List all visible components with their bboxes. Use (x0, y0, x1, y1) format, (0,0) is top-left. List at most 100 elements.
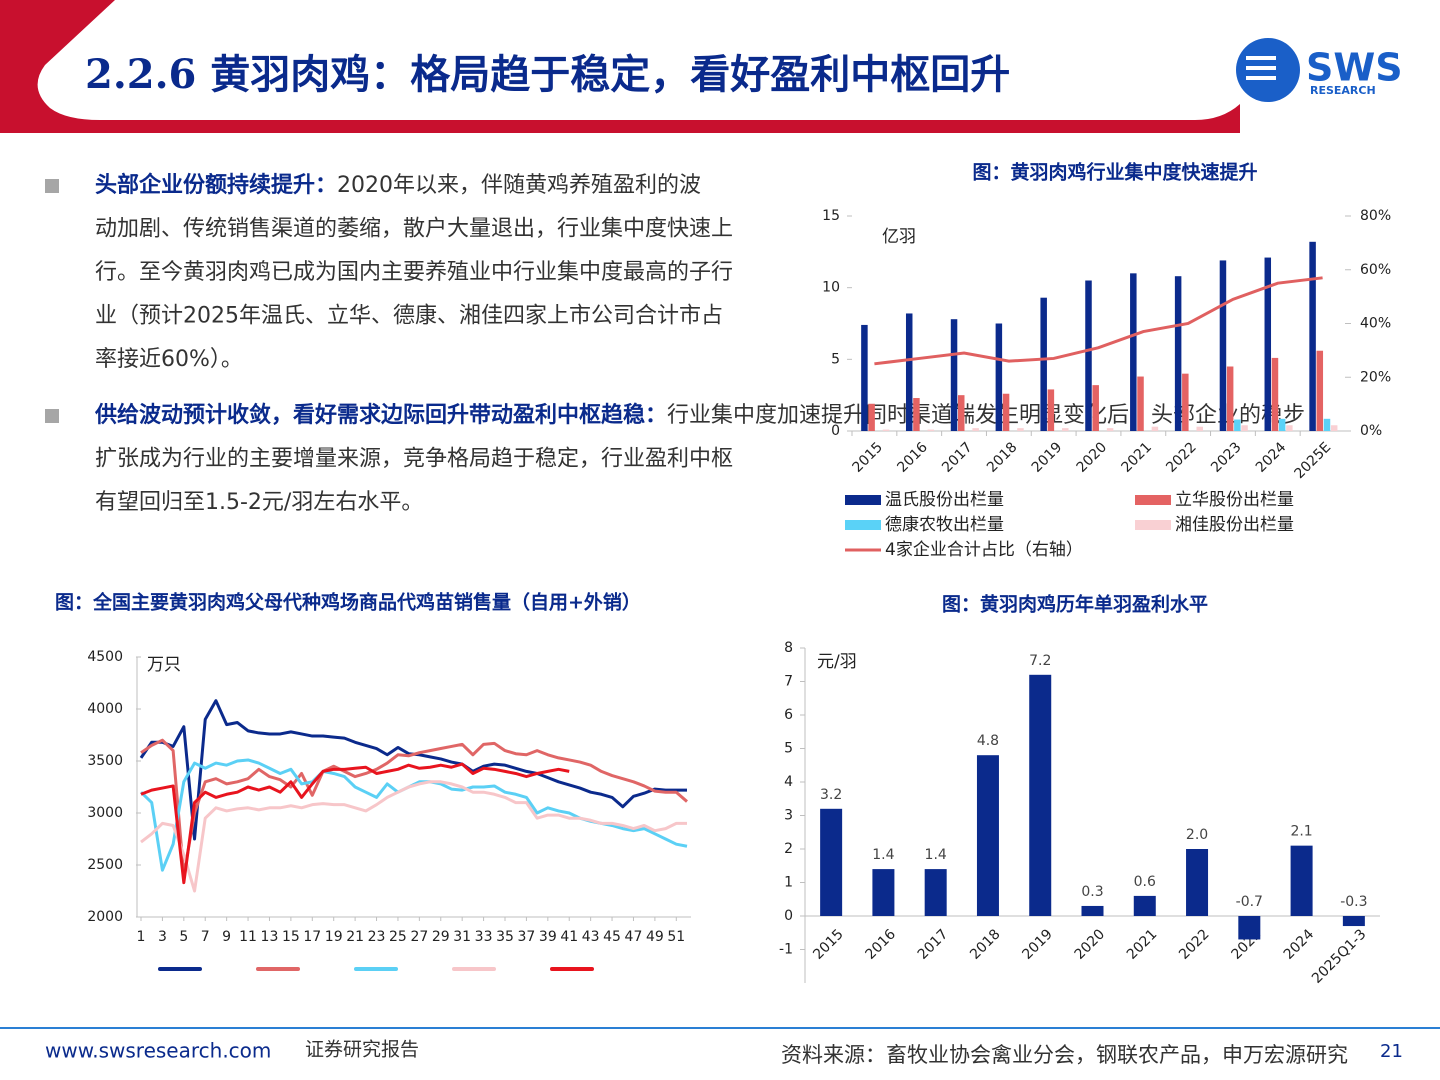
bar (950, 319, 958, 431)
x-tick-label: 11 (239, 929, 257, 945)
bullet-line: 率接近60%）。 (95, 347, 243, 372)
x-tick-label: 2019 (1029, 439, 1066, 476)
logo-stripe (1246, 66, 1276, 70)
chart-title: 图：全国主要黄羽肉鸡父母代种鸡场商品代鸡苗销售量（自用+外销） (55, 591, 641, 614)
bullet-line: 扩张成为行业的主要增量来源，竞争格局趋于稳定，行业盈利中枢 (95, 447, 733, 472)
y-tick-label: 4000 (87, 701, 123, 717)
bullet-head: 供给波动预计收敛，看好需求边际回升带动盈利中枢趋稳： (94, 402, 667, 428)
bar (1234, 419, 1241, 431)
y-tick-label: 0 (784, 908, 793, 924)
y2-tick-label: 40% (1360, 316, 1391, 332)
x-tick-label: 2018 (984, 439, 1021, 476)
y2-tick-label: 80% (1360, 208, 1391, 224)
value-label: 2.1 (1290, 824, 1312, 840)
y-tick-label: 1 (784, 875, 793, 891)
bar (1219, 260, 1227, 431)
x-tick-label: 2022 (1176, 926, 1213, 963)
x-tick-label: 2017 (915, 926, 952, 963)
logo-text: SWS (1306, 46, 1403, 90)
bar (861, 324, 868, 431)
x-tick-label: 35 (496, 929, 514, 945)
y-tick-label: 7 (784, 674, 793, 690)
x-tick-label: 2021 (1124, 926, 1161, 963)
x-tick-label: 29 (432, 929, 450, 945)
x-tick-label: 3 (158, 929, 167, 945)
y-tick-label: 2500 (87, 857, 123, 873)
y-tick-label: 8 (784, 640, 793, 656)
x-tick-label: 2020 (1074, 439, 1111, 476)
y-tick-label: 4 (784, 774, 793, 790)
bar (1323, 418, 1331, 431)
x-tick-label: 31 (453, 929, 471, 945)
x-tick-label: 47 (625, 929, 643, 945)
bar (927, 429, 935, 431)
x-tick-label: 37 (517, 929, 535, 945)
legend-label: 德康农牧出栏量 (885, 515, 1004, 535)
bar (1151, 426, 1159, 431)
bar (995, 323, 1003, 431)
y-tick-label: 3 (784, 808, 793, 824)
bar (1196, 426, 1203, 431)
bar (1040, 297, 1047, 431)
y2-tick-label: 0% (1360, 423, 1382, 439)
header-title: 2.2.6 黄羽肉鸡：格局趋于稳定，看好盈利中枢回升 (85, 51, 1010, 98)
bar (1316, 350, 1324, 431)
chart: 图：全国主要黄羽肉鸡父母代种鸡场商品代鸡苗销售量（自用+外销） 万只 2000 250… (55, 591, 691, 971)
bar (1186, 849, 1209, 916)
legend-swatch (1135, 495, 1171, 505)
x-tick-label: 33 (475, 929, 493, 945)
footer-source: 资料来源：畜牧业协会禽业分会，钢联农产品，申万宏源研究 (781, 1043, 1348, 1067)
x-tick-label: 2025E (1291, 439, 1334, 482)
bar (1029, 674, 1052, 916)
y-tick-label: 3000 (87, 805, 123, 821)
bullet-text: 行。至今黄羽肉鸡已成为国内主要养殖业中行业集中度最高的子行 (95, 260, 733, 285)
chart-title: 图：黄羽肉鸡历年单羽盈利水平 (942, 593, 1208, 616)
y-axis-unit: 亿羽 (882, 227, 916, 247)
legend-swatch (845, 520, 881, 530)
legend-swatch (845, 495, 881, 505)
x-tick-label: 9 (222, 929, 231, 945)
y-tick-label: 5 (831, 351, 840, 367)
bar (972, 428, 979, 431)
value-label: 4.8 (977, 733, 999, 749)
x-tick-label: 39 (539, 929, 557, 945)
bar (1137, 376, 1144, 431)
bar (976, 755, 999, 916)
value-label: 7.2 (1029, 653, 1051, 669)
x-tick-label: 2015 (850, 439, 887, 476)
x-tick-label: 41 (560, 929, 578, 945)
y-tick-label: 5 (784, 741, 793, 757)
bullet-text: 率接近60%）。 (95, 347, 243, 372)
bar (1182, 373, 1189, 431)
value-label: 2.0 (1186, 827, 1208, 843)
bar (1062, 428, 1069, 431)
legend-label: 立华股份出栏量 (1175, 490, 1294, 510)
series-line (139, 758, 688, 872)
x-tick-label: 2016 (894, 439, 931, 476)
series-line (140, 738, 688, 877)
x-tick-label: 23 (368, 929, 386, 945)
bullet-line: 业（预计2025年温氏、立华、德康、湘佳四家上市公司合计市占 (95, 304, 723, 329)
y-tick-label: 4500 (87, 649, 123, 665)
bullet-text: 有望回归至1.5-2元/羽左右水平。 (95, 490, 423, 515)
bar (1226, 366, 1234, 431)
bullet-line: 供给波动预计收敛，看好需求边际回升带动盈利中枢趋稳：行业集中度加速提升同时渠道端… (94, 402, 1305, 428)
bar (1342, 916, 1365, 927)
series-line (140, 762, 570, 885)
x-tick-label: 2024 (1253, 439, 1290, 476)
legend-label: 湘佳股份出栏量 (1175, 515, 1294, 535)
x-tick-label: 2023 (1208, 439, 1245, 476)
bar (1238, 916, 1261, 940)
bar (1290, 845, 1313, 916)
bullet-line: 行。至今黄羽肉鸡已成为国内主要养殖业中行业集中度最高的子行 (95, 260, 733, 285)
x-tick-label: 2020 (1072, 926, 1109, 963)
bullet-line: 头部企业份额持续提升：2020年以来，伴随黄鸡养殖盈利的波 (95, 172, 701, 198)
x-tick-label: 2016 (863, 926, 900, 963)
bar (1264, 257, 1272, 431)
bar (1271, 357, 1279, 431)
bar (957, 395, 965, 431)
